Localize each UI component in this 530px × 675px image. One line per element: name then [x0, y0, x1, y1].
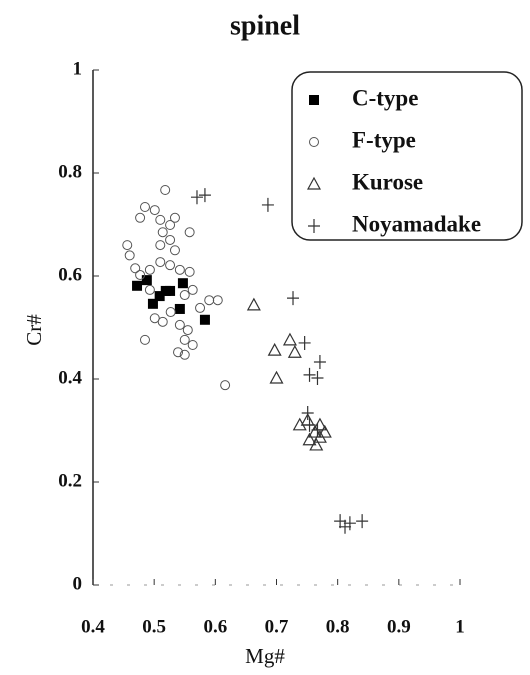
point — [187, 284, 198, 295]
point — [287, 291, 300, 306]
x-tick-label: 0.5 — [142, 616, 166, 637]
x-axis-label: Mg# — [245, 644, 285, 668]
point — [311, 422, 324, 437]
legend-label: Kurose — [352, 169, 423, 194]
point — [356, 514, 369, 529]
point — [160, 184, 171, 195]
point — [204, 295, 215, 306]
point — [303, 367, 316, 382]
point — [155, 240, 166, 251]
y-tick-label: 1 — [73, 58, 83, 79]
point — [179, 349, 190, 360]
point — [149, 205, 160, 216]
point — [198, 188, 211, 203]
legend-marker — [309, 95, 319, 105]
y-tick-label: 0.8 — [58, 161, 82, 182]
point — [246, 297, 261, 311]
point — [220, 380, 231, 391]
x-tick-label: 0.6 — [203, 616, 227, 637]
point — [317, 424, 332, 438]
point — [122, 240, 133, 251]
point — [139, 201, 150, 212]
point — [309, 437, 324, 451]
legend-label: F-type — [352, 127, 416, 152]
point — [169, 212, 180, 223]
point — [334, 514, 347, 529]
point — [139, 334, 150, 345]
point — [173, 347, 184, 358]
point — [165, 307, 176, 318]
y-tick-label: 0.2 — [58, 470, 82, 491]
point — [157, 227, 168, 238]
x-tick-label: 0.9 — [387, 616, 411, 637]
point — [182, 325, 193, 336]
point — [267, 342, 282, 356]
x-tick-label: 0.4 — [81, 616, 105, 637]
point — [179, 334, 190, 345]
point — [165, 260, 176, 271]
point — [313, 355, 326, 370]
y-tick-label: 0 — [73, 573, 83, 594]
point — [212, 295, 223, 306]
legend-box — [291, 71, 523, 241]
legend-marker — [306, 176, 322, 190]
y-tick-label: 0.6 — [58, 264, 82, 285]
point — [311, 370, 324, 385]
point — [124, 250, 135, 261]
y-tick-label: 0.4 — [58, 367, 82, 388]
point — [282, 332, 297, 346]
x-tick-label: 0.7 — [265, 616, 289, 637]
point — [165, 234, 176, 245]
point — [174, 319, 185, 330]
point — [141, 275, 152, 286]
point — [130, 263, 141, 274]
point — [190, 190, 203, 205]
point — [179, 290, 190, 301]
point — [132, 280, 143, 291]
point — [302, 432, 317, 446]
point — [147, 298, 158, 309]
x-tick-label: 1 — [455, 616, 465, 637]
point — [187, 340, 198, 351]
point — [298, 335, 311, 350]
chart-title: spinel — [230, 10, 300, 41]
x-tick-label: 0.8 — [326, 616, 350, 637]
y-axis-label: Cr# — [22, 314, 46, 346]
point — [155, 257, 166, 268]
point — [287, 344, 302, 358]
point — [155, 214, 166, 225]
point — [177, 278, 188, 289]
point — [269, 370, 284, 384]
point — [184, 266, 195, 277]
legend-marker — [308, 219, 320, 233]
point — [135, 269, 146, 280]
point — [174, 303, 185, 314]
legend-marker — [309, 137, 319, 147]
point — [301, 405, 314, 420]
point — [154, 291, 165, 302]
point — [174, 264, 185, 275]
point — [157, 316, 168, 327]
point — [165, 285, 176, 296]
point — [144, 264, 155, 275]
point — [135, 212, 146, 223]
point — [184, 227, 195, 238]
point — [343, 516, 356, 531]
point — [144, 284, 155, 295]
legend-label: C-type — [352, 85, 418, 110]
point — [261, 197, 274, 212]
point — [199, 314, 210, 325]
point — [339, 519, 352, 534]
point — [165, 220, 176, 231]
point — [195, 302, 206, 313]
legend-label: Noyamadake — [352, 211, 481, 236]
point — [169, 245, 180, 256]
point — [303, 417, 316, 432]
